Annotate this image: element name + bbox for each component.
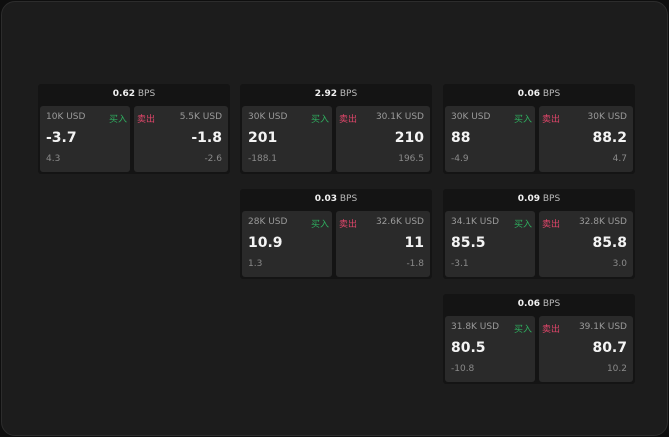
buy-price: 88	[451, 130, 471, 146]
buy-change: -188.1	[248, 154, 278, 164]
buy-price: 201	[248, 130, 278, 146]
spread-unit: BPS	[137, 89, 156, 99]
spread-value: 2.92	[314, 89, 337, 99]
sell-price: 85.8	[592, 235, 627, 251]
buy-label: 买入	[513, 115, 532, 125]
buy-button[interactable]: 10K USD 买入 -3.7 4.3	[40, 106, 130, 172]
spread-header: 2.92 BPS	[240, 84, 432, 105]
sell-button[interactable]: 32.6K USD 卖出 11 -1.8	[336, 211, 430, 277]
sell-amount: 32.8K USD	[578, 217, 627, 227]
price-tile: 0.06 BPS 31.8K USD 买入 80.5 -10.8 39.1K U…	[443, 294, 635, 384]
spread-value: 0.06	[517, 299, 540, 309]
sell-label: 卖出	[542, 325, 561, 335]
price-tile: 0.62 BPS 10K USD 买入 -3.7 4.3 5.5K USD 卖出…	[38, 84, 230, 174]
sell-price: 11	[404, 235, 424, 251]
buy-button[interactable]: 34.1K USD 买入 85.5 -3.1	[445, 211, 535, 277]
buy-amount: 30K USD	[248, 112, 288, 122]
spread-unit: BPS	[339, 194, 358, 204]
spread-value: 0.62	[112, 89, 135, 99]
buy-amount: 10K USD	[46, 112, 86, 122]
buy-price: -3.7	[46, 130, 77, 146]
sell-change: 196.5	[398, 154, 424, 164]
buy-amount: 34.1K USD	[451, 217, 500, 227]
sell-label: 卖出	[542, 115, 561, 125]
buy-label: 买入	[310, 220, 329, 230]
sell-change: 3.0	[612, 259, 627, 269]
buy-price: 85.5	[451, 235, 486, 251]
buy-button[interactable]: 30K USD 买入 201 -188.1	[242, 106, 332, 172]
spread-value: 0.03	[314, 194, 337, 204]
sell-label: 卖出	[542, 220, 561, 230]
sell-amount: 39.1K USD	[578, 322, 627, 332]
buy-amount: 28K USD	[248, 217, 288, 227]
buy-price: 10.9	[248, 235, 283, 251]
spread-header: 0.62 BPS	[38, 84, 230, 105]
spread-unit: BPS	[542, 194, 561, 204]
spread-value: 0.09	[517, 194, 540, 204]
buy-label: 买入	[513, 220, 532, 230]
sell-amount: 32.6K USD	[375, 217, 424, 227]
buy-price: 80.5	[451, 340, 486, 356]
buy-amount: 31.8K USD	[451, 322, 500, 332]
buy-label: 买入	[513, 325, 532, 335]
sell-button[interactable]: 30K USD 卖出 88.2 4.7	[539, 106, 633, 172]
sell-button[interactable]: 39.1K USD 卖出 80.7 10.2	[539, 316, 633, 382]
sell-change: 10.2	[606, 364, 627, 374]
sell-button[interactable]: 32.8K USD 卖出 85.8 3.0	[539, 211, 633, 277]
buy-amount: 30K USD	[451, 112, 491, 122]
spread-unit: BPS	[542, 89, 561, 99]
sell-button[interactable]: 5.5K USD 卖出 -1.8 -2.6	[134, 106, 228, 172]
sell-price: -1.8	[191, 130, 222, 146]
spread-unit: BPS	[542, 299, 561, 309]
buy-button[interactable]: 31.8K USD 买入 80.5 -10.8	[445, 316, 535, 382]
sell-change: 4.7	[612, 154, 627, 164]
price-tile: 0.06 BPS 30K USD 买入 88 -4.9 30K USD 卖出 8…	[443, 84, 635, 174]
buy-change: -4.9	[451, 154, 469, 164]
buy-change: 4.3	[46, 154, 61, 164]
spread-value: 0.06	[517, 89, 540, 99]
spread-header: 0.06 BPS	[443, 84, 635, 105]
sell-change: -2.6	[204, 154, 222, 164]
price-tile: 2.92 BPS 30K USD 买入 201 -188.1 30.1K USD…	[240, 84, 432, 174]
sell-label: 卖出	[137, 115, 156, 125]
buy-label: 买入	[310, 115, 329, 125]
sell-price: 80.7	[592, 340, 627, 356]
sell-price: 88.2	[592, 130, 627, 146]
spread-header: 0.09 BPS	[443, 189, 635, 210]
buy-label: 买入	[108, 115, 127, 125]
sell-price: 210	[394, 130, 424, 146]
sell-amount: 5.5K USD	[179, 112, 222, 122]
buy-change: 1.3	[248, 259, 263, 269]
spread-unit: BPS	[339, 89, 358, 99]
spread-header: 0.06 BPS	[443, 294, 635, 315]
sell-change: -1.8	[406, 259, 424, 269]
sell-amount: 30.1K USD	[375, 112, 424, 122]
sell-amount: 30K USD	[587, 112, 627, 122]
buy-change: -10.8	[451, 364, 475, 374]
sell-button[interactable]: 30.1K USD 卖出 210 196.5	[336, 106, 430, 172]
price-tile: 0.03 BPS 28K USD 买入 10.9 1.3 32.6K USD 卖…	[240, 189, 432, 279]
spread-header: 0.03 BPS	[240, 189, 432, 210]
buy-button[interactable]: 30K USD 买入 88 -4.9	[445, 106, 535, 172]
buy-button[interactable]: 28K USD 买入 10.9 1.3	[242, 211, 332, 277]
price-tile: 0.09 BPS 34.1K USD 买入 85.5 -3.1 32.8K US…	[443, 189, 635, 279]
sell-label: 卖出	[339, 115, 358, 125]
sell-label: 卖出	[339, 220, 358, 230]
buy-change: -3.1	[451, 259, 469, 269]
